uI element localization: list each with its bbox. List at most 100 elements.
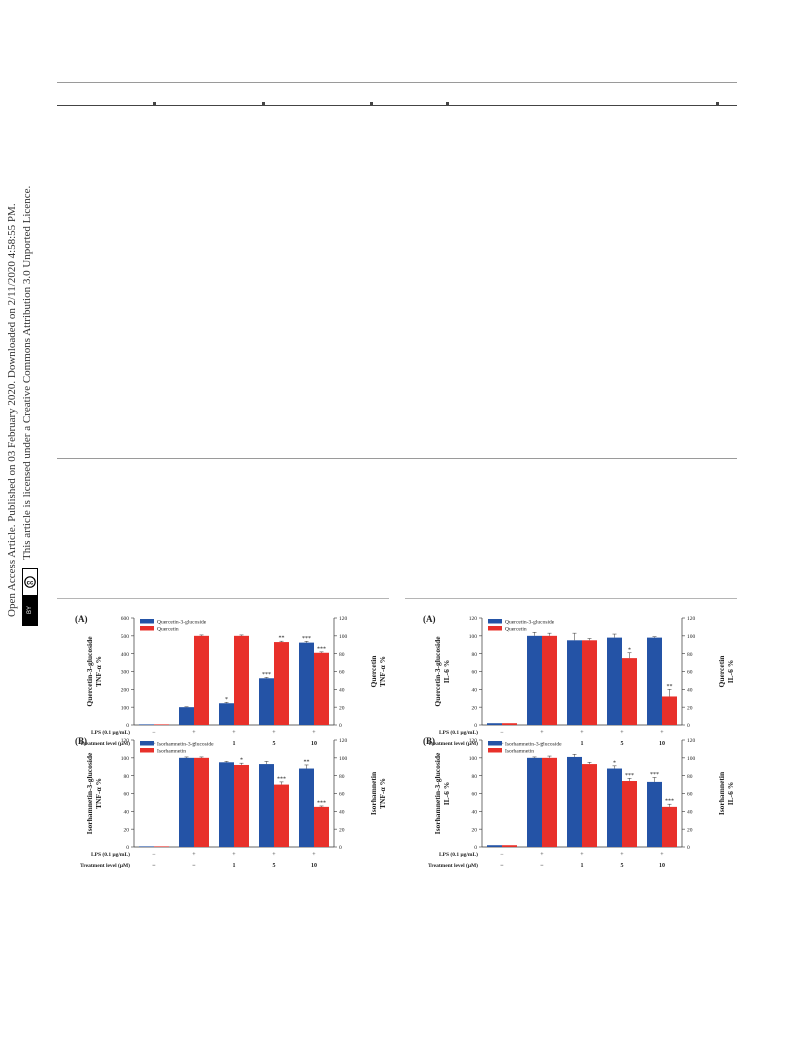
y-axis-label-right: QuercetinIL-6 % xyxy=(717,655,735,688)
lps-value: − xyxy=(500,730,504,736)
lps-value: + xyxy=(232,852,236,858)
treatment-value: − xyxy=(152,741,156,747)
access-notice: Open Access Article. Published on 03 Feb… xyxy=(6,203,18,617)
y-tick-label-right: 60 xyxy=(687,792,693,798)
bar-red xyxy=(314,652,329,725)
treatment-value: − xyxy=(500,741,504,747)
y-tick-label-left: 100 xyxy=(121,756,130,762)
y-tick-label-right: 120 xyxy=(339,738,348,744)
y-tick-label-left: 20 xyxy=(472,705,478,711)
legend-swatch xyxy=(140,748,154,753)
bar-blue xyxy=(259,764,274,847)
legend-swatch xyxy=(488,741,502,746)
lps-value: − xyxy=(152,730,156,736)
y-tick-label-right: 60 xyxy=(339,670,345,676)
legend-label: Isorhamnetin xyxy=(157,748,186,754)
legend-label: Quercetin-3-glucoside xyxy=(505,619,555,625)
y-tick-label-left: 500 xyxy=(121,634,130,640)
legend-label: Quercetin xyxy=(157,626,179,632)
lps-value: + xyxy=(580,852,584,858)
y-tick-label-left: 0 xyxy=(474,845,477,851)
y-tick-label-left: 40 xyxy=(472,810,478,816)
bar-blue xyxy=(299,642,314,725)
bar-blue xyxy=(219,762,234,847)
y-axis-label-left-line2: IL-6 % xyxy=(442,782,451,806)
treatment-value: − xyxy=(540,863,544,869)
legend-label: Isorhamnetin xyxy=(505,748,534,754)
y-tick-label-right: 20 xyxy=(687,705,693,711)
cc-by-badge[interactable]: cc BY xyxy=(22,568,38,626)
middle-rule xyxy=(57,458,737,459)
table-column-mark xyxy=(716,102,719,105)
legend-swatch xyxy=(488,748,502,753)
right-figure-rule xyxy=(405,598,737,599)
bar-red xyxy=(194,635,209,725)
y-tick-label-left: 60 xyxy=(124,792,130,798)
bar-blue xyxy=(607,637,622,725)
y-axis-label-left-line1: Quercetin-3-glucoside xyxy=(85,636,94,707)
significance-label: *** xyxy=(625,773,634,779)
y-tick-label-right: 40 xyxy=(339,810,345,816)
bar-red xyxy=(542,635,557,725)
bar-blue xyxy=(299,768,314,847)
treatment-row-label: Treatment level (μM) xyxy=(428,862,478,869)
table-column-mark xyxy=(153,102,156,105)
y-axis-label-right-line1: Isorhamnetin xyxy=(369,771,378,815)
y-axis-label-left: Isorhamnetin-3-glucosideIL-6 % xyxy=(433,752,451,834)
y-tick-label-left: 120 xyxy=(121,738,130,744)
bar-blue xyxy=(139,724,154,725)
y-axis-label-left-line1: Quercetin-3-glucoside xyxy=(433,636,442,707)
y-axis-label-left-line2: TNF-α % xyxy=(94,656,103,687)
y-tick-label-left: 80 xyxy=(472,652,478,658)
legend-swatch xyxy=(140,626,154,631)
treatment-value: − xyxy=(192,863,196,869)
bar-blue xyxy=(179,707,194,725)
significance-label: *** xyxy=(665,799,674,805)
y-tick-label-right: 60 xyxy=(687,670,693,676)
treatment-value: 5 xyxy=(273,863,276,869)
significance-label: ** xyxy=(279,636,285,642)
lps-value: − xyxy=(152,852,156,858)
left-figure-rule xyxy=(57,598,389,599)
treatment-value: 10 xyxy=(659,863,665,869)
y-tick-label-left: 0 xyxy=(126,723,129,729)
lps-value: + xyxy=(540,852,544,858)
bar-blue xyxy=(179,757,194,847)
lps-value: − xyxy=(500,852,504,858)
lps-value: + xyxy=(272,852,276,858)
y-tick-label-left: 120 xyxy=(469,616,478,622)
bar-blue xyxy=(487,845,502,847)
by-label: BY xyxy=(23,595,37,625)
y-axis-label-right: IsorhamnetinIL-6 % xyxy=(717,771,735,815)
y-tick-label-right: 20 xyxy=(339,705,345,711)
y-tick-label-left: 100 xyxy=(469,756,478,762)
bar-red xyxy=(662,806,677,847)
bar-blue xyxy=(647,781,662,847)
y-axis-label-right: QuercetinTNF-α % xyxy=(369,655,387,688)
y-tick-label-right: 100 xyxy=(687,634,696,640)
bar-red xyxy=(542,757,557,847)
legend-swatch xyxy=(140,741,154,746)
y-tick-label-right: 80 xyxy=(687,652,693,658)
y-tick-label-right: 0 xyxy=(339,845,342,851)
legend-label: Isorhamnetin-3-glucoside xyxy=(505,741,562,747)
bar-blue xyxy=(527,757,542,847)
cc-icon: cc xyxy=(23,569,37,595)
treatment-value: 1 xyxy=(233,741,236,747)
bar-blue xyxy=(567,640,582,725)
treatment-value: 5 xyxy=(621,741,624,747)
bar-red xyxy=(234,764,249,847)
y-tick-label-right: 0 xyxy=(339,723,342,729)
significance-label: * xyxy=(225,697,228,703)
y-tick-label-left: 60 xyxy=(472,792,478,798)
y-tick-label-right: 60 xyxy=(339,792,345,798)
y-tick-label-left: 40 xyxy=(124,810,130,816)
treatment-value: − xyxy=(192,741,196,747)
bar-blue xyxy=(647,637,662,725)
bar-red xyxy=(154,724,169,725)
lps-value: + xyxy=(192,730,196,736)
bar-red xyxy=(502,723,517,725)
y-axis-label-left-line1: Isorhamnetin-3-glucoside xyxy=(433,752,442,834)
panel-label: (B) xyxy=(75,736,87,746)
legend-swatch xyxy=(140,619,154,624)
